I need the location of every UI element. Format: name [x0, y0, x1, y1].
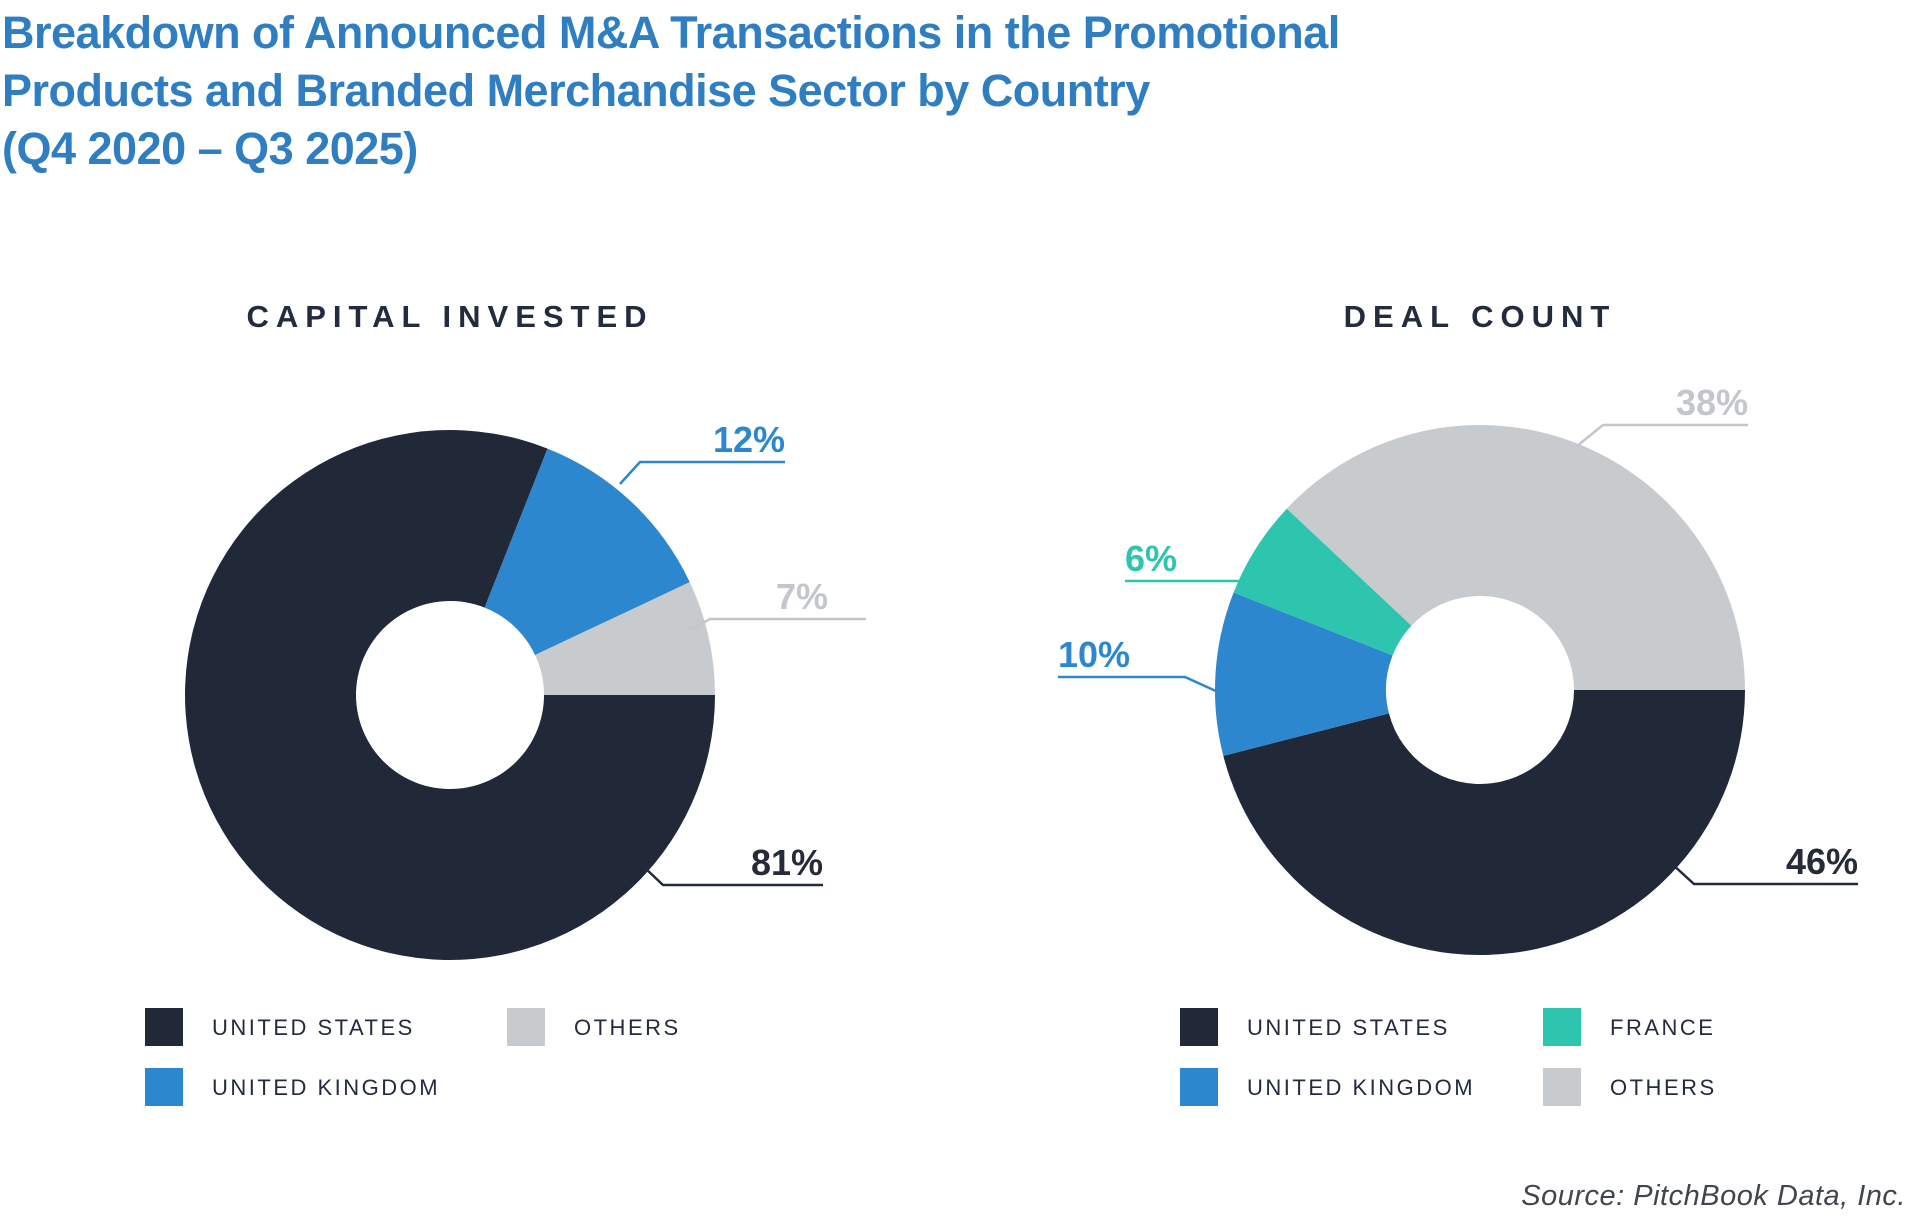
donut-svg-capital-invested: 81% 12% 7%: [185, 419, 866, 961]
donut-chart-deal-count: 46% 10% 6% 38%: [960, 340, 1920, 990]
callout-line-united-states: [644, 867, 823, 887]
legend-swatch-united-states: [145, 1008, 183, 1046]
chart-title-capital-invested: CAPITAL INVESTED: [246, 299, 654, 334]
donut-slice-united-states: [185, 430, 716, 961]
donut-slice-france: [1233, 508, 1412, 656]
callout-line-united-kingdom: [1058, 675, 1219, 694]
donut-slice-united-kingdom: [484, 448, 690, 655]
legend-swatch-france: [1543, 1008, 1581, 1046]
chart-title-deal-count: DEAL COUNT: [1343, 299, 1617, 334]
callout-line-others: [1576, 423, 1748, 447]
legend-label-united-states: UNITED STATES: [212, 1015, 415, 1040]
callout-value-united-states: 46%: [1786, 841, 1858, 882]
legend-swatch-united-kingdom: [1180, 1068, 1218, 1106]
legend-swatch-united-kingdom: [145, 1068, 183, 1106]
callout-line-france: [1125, 579, 1261, 592]
legend-swatch-united-states: [1180, 1008, 1218, 1046]
callout-value-united-states: 81%: [751, 842, 823, 883]
callout-line-others: [689, 617, 866, 632]
donut-chart-capital-invested: 81% 12% 7%: [0, 340, 960, 990]
legend-item-others: OTHERS: [1543, 1068, 1717, 1106]
callout-value-others: 38%: [1676, 382, 1748, 423]
callout-value-others: 7%: [776, 576, 828, 617]
callout-line-united-states: [1670, 862, 1858, 886]
legend-item-united-kingdom: UNITED KINGDOM: [1180, 1068, 1475, 1106]
legend-label-united-kingdom: UNITED KINGDOM: [212, 1075, 441, 1100]
donut-slice-others: [1286, 424, 1745, 690]
callout-value-united-kingdom: 10%: [1058, 634, 1130, 675]
legend-item-others: OTHERS: [507, 1008, 681, 1046]
callout-value-united-kingdom: 12%: [713, 419, 785, 460]
page-title-line-3: (Q4 2020 – Q3 2025): [2, 123, 418, 174]
legend-item-france: FRANCE: [1543, 1008, 1715, 1046]
donut-slice-others: [535, 582, 715, 695]
page-title: Breakdown of Announced M&A Transactions …: [2, 4, 1862, 178]
donut-slice-united-kingdom: [1215, 592, 1393, 756]
legend-label-united-kingdom: UNITED KINGDOM: [1247, 1075, 1476, 1100]
legend-label-others: OTHERS: [574, 1015, 681, 1040]
legend-swatch-others: [1543, 1068, 1581, 1106]
callout-line-united-kingdom: [619, 460, 785, 485]
legend-label-france: FRANCE: [1610, 1015, 1716, 1040]
legend-swatch-others: [507, 1008, 545, 1046]
source-credit: Source: PitchBook Data, Inc.: [1521, 1180, 1906, 1212]
donut-svg-deal-count: 46% 10% 6% 38%: [1058, 382, 1858, 956]
callout-value-france: 6%: [1125, 538, 1177, 579]
legend-item-united-states: UNITED STATES: [145, 1008, 415, 1046]
page-title-line-1: Breakdown of Announced M&A Transactions …: [2, 7, 1340, 58]
legend-label-others: OTHERS: [1610, 1075, 1717, 1100]
page-title-line-2: Products and Branded Merchandise Sector …: [2, 65, 1150, 116]
legend-item-united-states: UNITED STATES: [1180, 1008, 1450, 1046]
legend-item-united-kingdom: UNITED KINGDOM: [145, 1068, 440, 1106]
donut-slice-united-states: [1223, 690, 1745, 956]
legend-label-united-states: UNITED STATES: [1247, 1015, 1450, 1040]
